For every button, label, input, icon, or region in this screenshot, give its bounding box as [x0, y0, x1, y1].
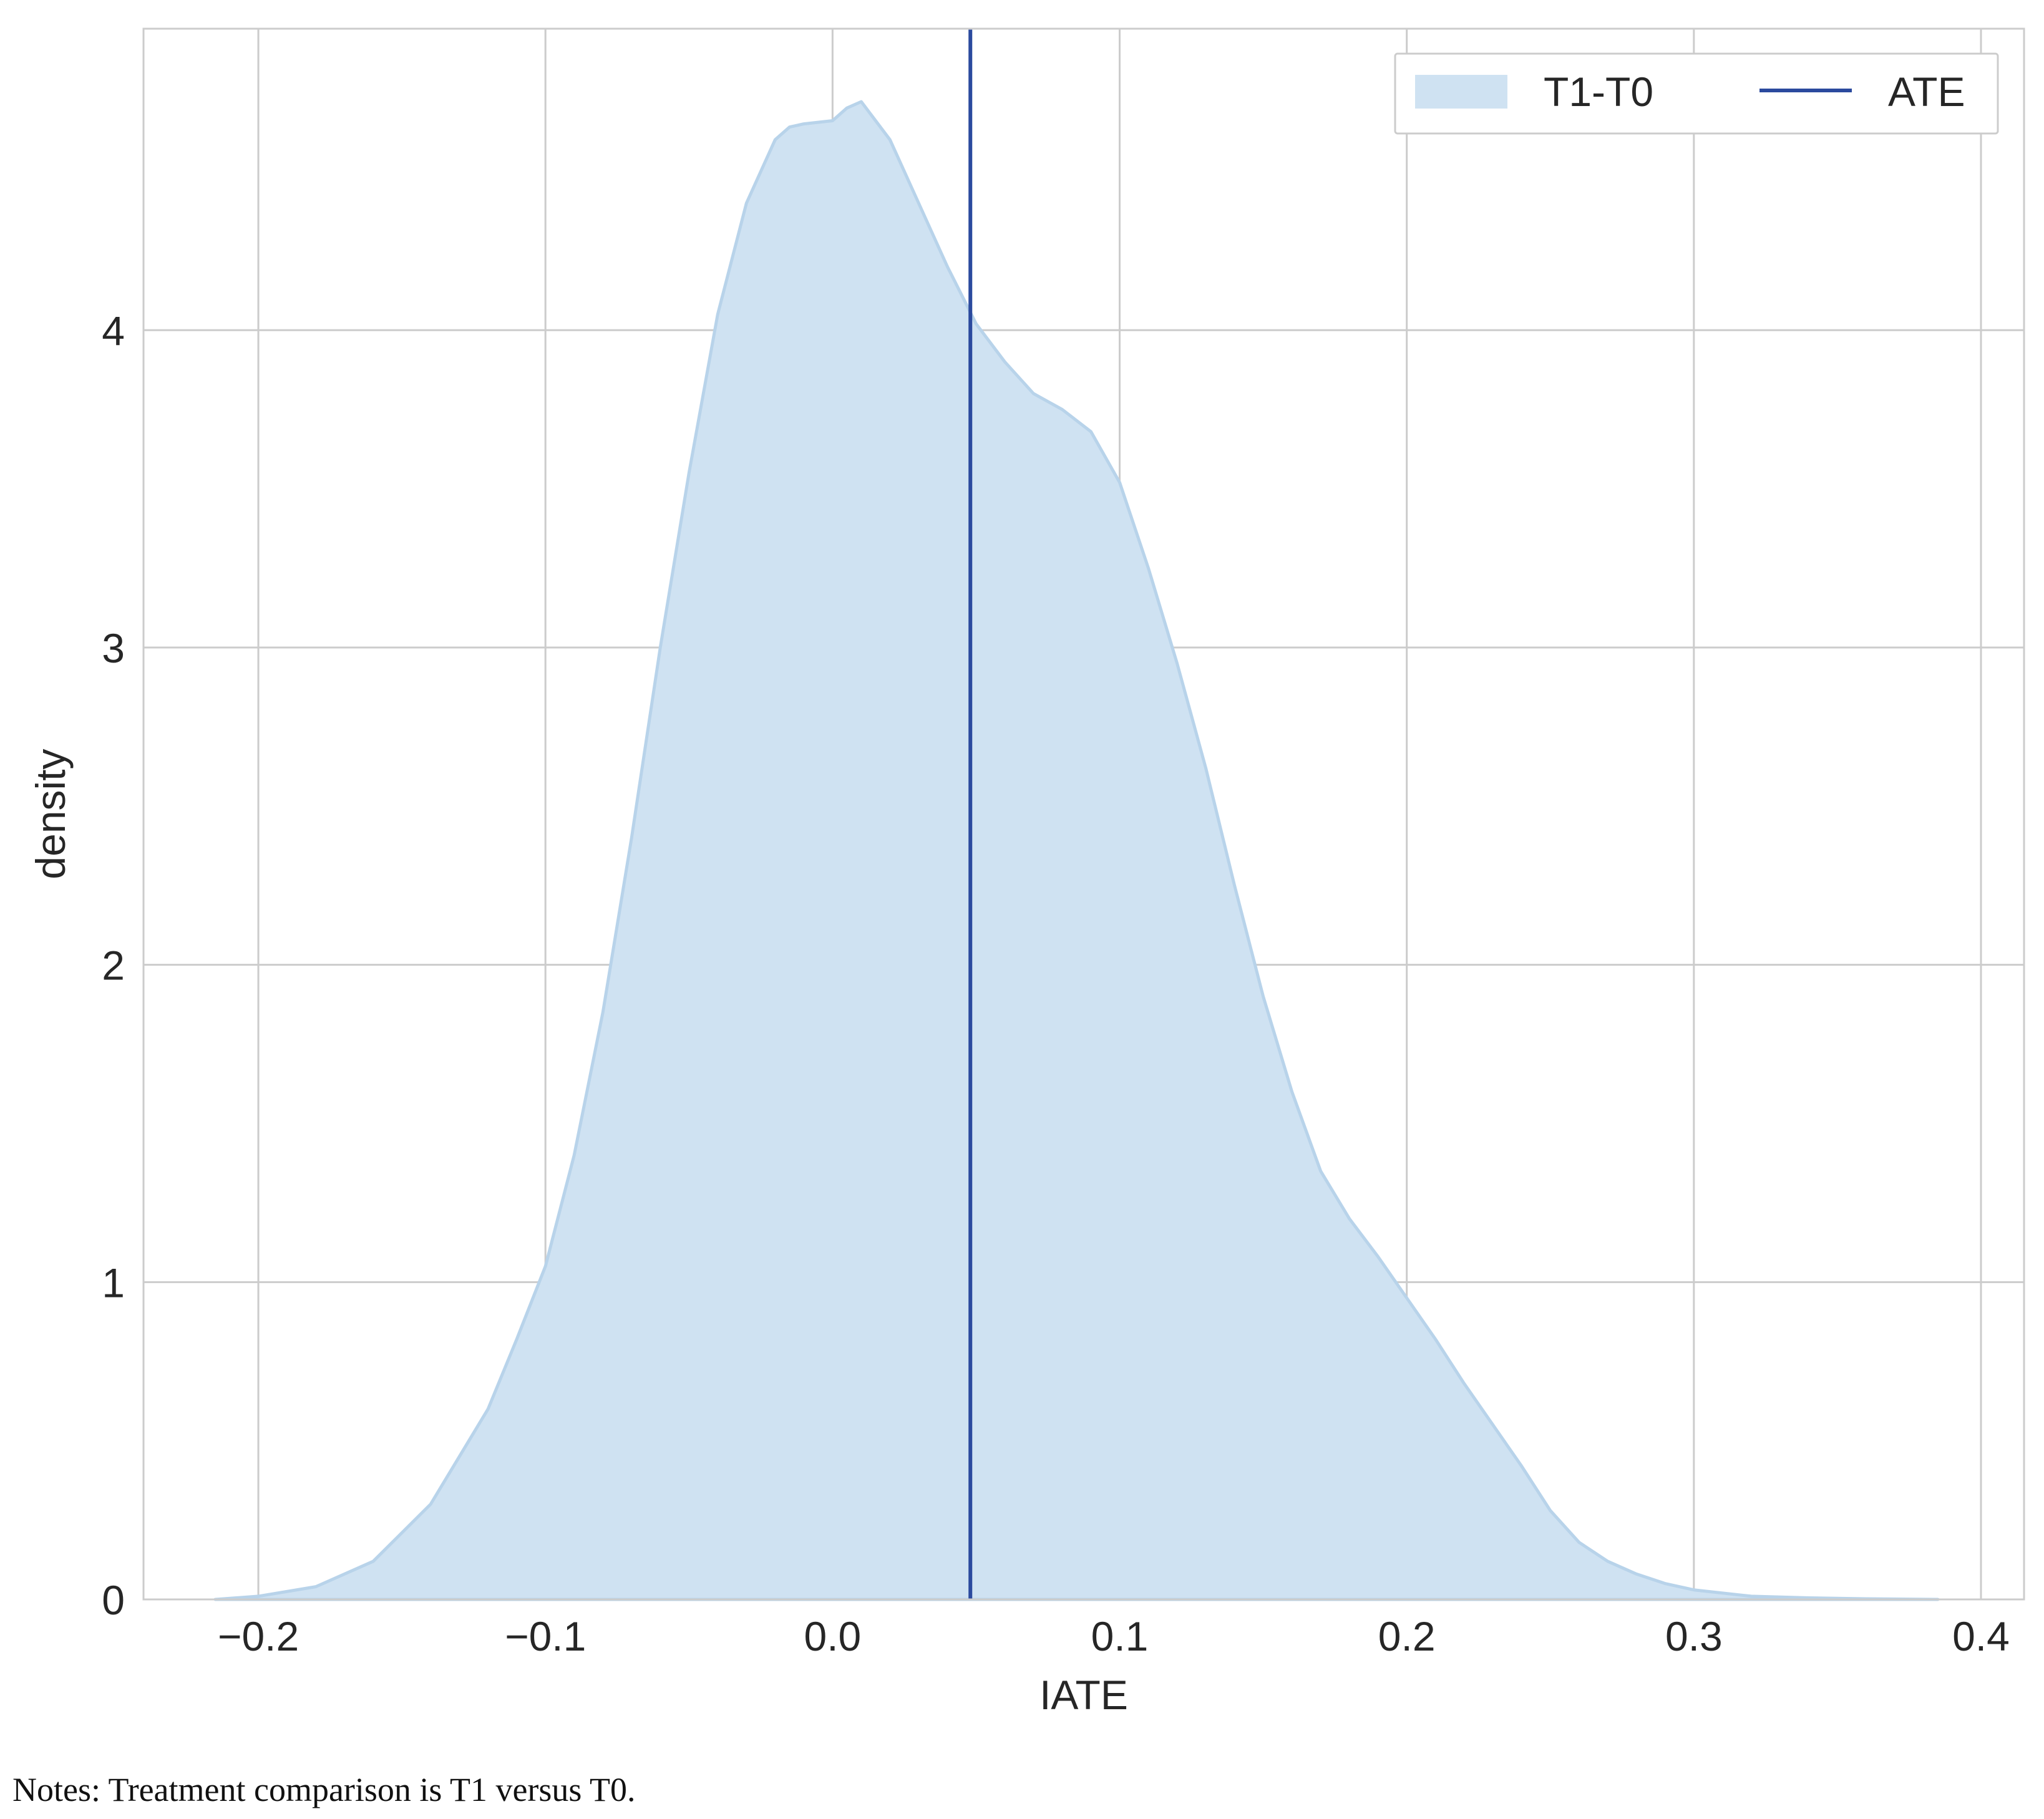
x-tick-label: 0.0 [804, 1613, 861, 1659]
x-tick-label: −0.1 [505, 1613, 586, 1659]
y-tick-label: 0 [102, 1577, 125, 1623]
density-area-t1-t0 [213, 100, 1940, 1601]
x-tick-label: 0.1 [1091, 1613, 1149, 1659]
plot-frame [142, 27, 2025, 1601]
y-tick-label: 1 [102, 1259, 125, 1306]
legend: T1-T0 ATE [1394, 52, 1999, 135]
y-axis-title: density [27, 749, 74, 879]
legend-label-t1-t0: T1-T0 [1544, 69, 1653, 115]
x-axis-title: IATE [1039, 1672, 1128, 1718]
x-tick-label: 0.2 [1378, 1613, 1436, 1659]
plot-area [213, 29, 1940, 1601]
legend-label-ate: ATE [1888, 69, 1965, 115]
x-tick-label: −0.2 [218, 1613, 299, 1659]
x-tick-label: 0.4 [1952, 1613, 2010, 1659]
x-tick-label: 0.3 [1665, 1613, 1723, 1659]
legend-box [1394, 52, 1999, 135]
y-tick-label: 2 [102, 943, 125, 989]
figure-notes: Notes: Treatment comparison is T1 versus… [12, 1771, 636, 1808]
tick-labels: −0.2 −0.1 0.0 0.1 0.2 0.3 0.4 0 1 2 3 4 [102, 308, 2010, 1659]
y-tick-label: 4 [102, 308, 125, 354]
legend-swatch-t1-t0 [1415, 75, 1507, 109]
y-tick-label: 3 [102, 625, 125, 671]
